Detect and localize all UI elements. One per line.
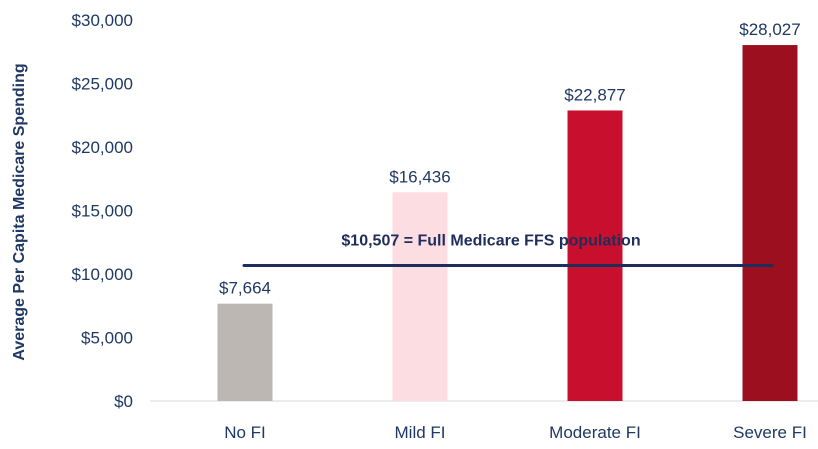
data-label: $22,877 [564,85,625,104]
x-tick-label: No FI [224,423,266,442]
x-tick-label: Severe FI [733,423,807,442]
data-label: $16,436 [389,167,450,186]
data-label: $28,027 [739,20,800,39]
y-tick-label: $20,000 [72,138,133,157]
x-tick-label: Mild FI [395,423,446,442]
y-tick-label: $10,000 [72,265,133,284]
bar [742,45,798,401]
y-tick-label: $15,000 [72,202,133,221]
reference-line-label: $10,507 = Full Medicare FFS population [341,233,640,250]
bar [217,303,273,401]
bar [567,110,623,401]
x-tick-label: Moderate FI [549,423,641,442]
y-tick-label: $25,000 [72,75,133,94]
y-axis-title: Average Per Capita Medicare Spending [11,63,28,360]
data-label: $7,664 [219,279,271,298]
bar [392,192,448,401]
y-tick-label: $0 [114,392,133,411]
y-tick-label: $30,000 [72,11,133,30]
y-tick-label: $5,000 [81,329,133,348]
